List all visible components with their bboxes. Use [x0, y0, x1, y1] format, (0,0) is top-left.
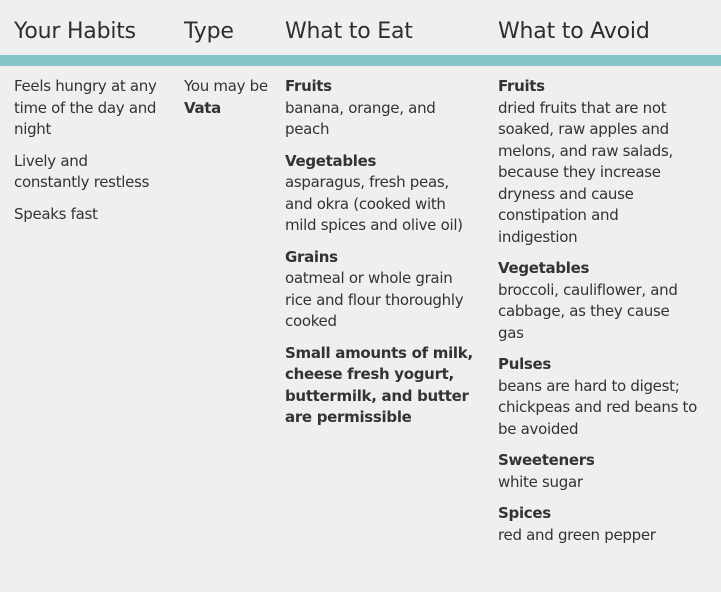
avoid-group-title: Vegetables — [498, 259, 590, 277]
eat-column: Fruits banana, orange, and peach Vegetabl… — [285, 76, 475, 439]
header-what-to-eat: What to Eat — [285, 19, 413, 44]
habit-item: Lively and constantly restless — [14, 151, 150, 192]
type-prefix: You may be — [184, 77, 268, 95]
avoid-group-text: broccoli, cauliflower, and cabbage, as t… — [498, 280, 678, 342]
avoid-group-text: white sugar — [498, 472, 583, 491]
avoid-group-text: dried fruits that are not soaked, raw ap… — [498, 98, 673, 246]
habit-item: Feels hungry at any time of the day and … — [14, 77, 157, 138]
habits-column: Feels hungry at any time of the day and … — [14, 76, 164, 235]
avoid-group: Pulses beans are hard to digest; chickpea… — [498, 354, 698, 440]
avoid-group-title: Spices — [498, 504, 551, 522]
avoid-group-text: beans are hard to digest; chickpeas and … — [498, 376, 698, 438]
eat-group-text: oatmeal or whole grain rice and flour th… — [285, 269, 464, 330]
eat-group-text: asparagus, fresh peas, and okra (cooked … — [285, 173, 463, 234]
type-value: Vata — [184, 98, 222, 117]
avoid-group-title: Sweeteners — [498, 451, 595, 469]
type-column: You may be Vata — [184, 76, 274, 119]
header-divider — [0, 55, 721, 66]
avoid-group: Spices red and green pepper — [498, 503, 698, 546]
eat-group: Vegetables asparagus, fresh peas, and okr… — [285, 151, 475, 237]
avoid-group: Fruits dried fruits that are not soaked, … — [498, 76, 698, 248]
eat-group: Grains oatmeal or whole grain rice and fl… — [285, 247, 475, 333]
avoid-group: Sweeteners white sugar — [498, 450, 698, 493]
eat-group: Fruits banana, orange, and peach — [285, 76, 475, 141]
avoid-group-title: Pulses — [498, 355, 552, 373]
avoid-group: Vegetables broccoli, cauliflower, and cab… — [498, 258, 698, 344]
eat-group-text: banana, orange, and peach — [285, 98, 436, 139]
avoid-group-text: red and green pepper — [498, 525, 656, 544]
eat-group-title: Fruits — [285, 77, 332, 95]
header-your-habits: Your Habits — [14, 19, 136, 44]
eat-group-title: Grains — [285, 247, 338, 266]
header-type: Type — [184, 19, 234, 44]
eat-group: Small amounts of milk, cheese fresh yogu… — [285, 343, 475, 429]
habit-item: Speaks fast — [14, 204, 98, 223]
avoid-column: Fruits dried fruits that are not soaked, … — [498, 76, 698, 556]
eat-group-title: Vegetables — [285, 151, 377, 170]
avoid-group-title: Fruits — [498, 77, 545, 95]
header-what-to-avoid: What to Avoid — [498, 19, 650, 44]
eat-group-title: Small amounts of milk, cheese fresh yogu… — [285, 343, 473, 427]
